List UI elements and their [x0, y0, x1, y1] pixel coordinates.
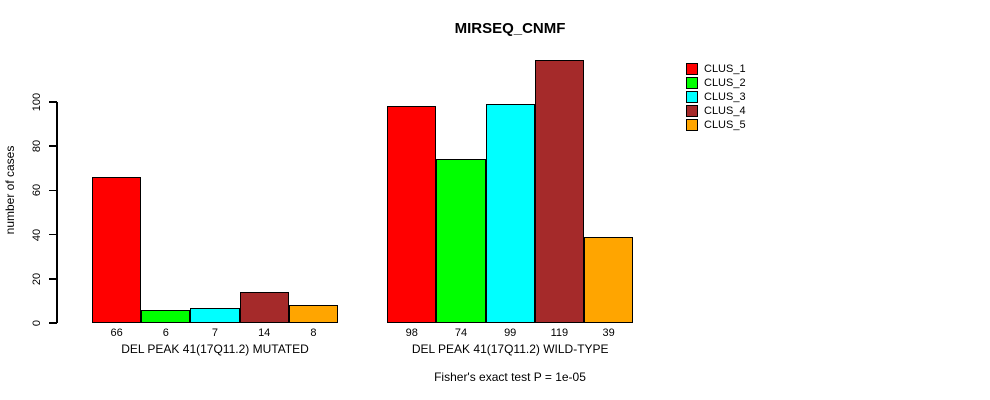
bar	[239, 292, 289, 323]
y-axis-label: number of cases	[3, 145, 17, 235]
bar	[190, 307, 240, 323]
bar	[534, 60, 584, 323]
legend-item: CLUS_1	[686, 63, 746, 75]
bar-value-label: 39	[602, 327, 615, 339]
legend-label: CLUS_5	[704, 119, 746, 131]
legend-label: CLUS_4	[704, 105, 746, 117]
legend-item: CLUS_3	[686, 91, 746, 103]
group-label: DEL PEAK 41(17Q11.2) WILD-TYPE	[411, 342, 609, 356]
legend-label: CLUS_2	[704, 77, 746, 89]
bar-value-label: 74	[454, 327, 468, 339]
bar-value-label: 7	[211, 327, 219, 339]
legend-label: CLUS_1	[704, 63, 746, 75]
y-tick	[49, 278, 57, 280]
legend-swatch	[686, 63, 698, 75]
y-tick-label: 60	[31, 184, 43, 197]
bar-value-label: 6	[162, 327, 169, 339]
y-tick-label: 40	[31, 228, 43, 241]
y-tick	[49, 101, 57, 103]
group-label: DEL PEAK 41(17Q11.2) MUTATED	[121, 342, 309, 356]
y-tick	[49, 145, 57, 147]
bar-value-label: 8	[310, 327, 317, 339]
legend-swatch	[686, 119, 698, 131]
bar	[288, 305, 338, 323]
legend-label: CLUS_3	[704, 91, 746, 103]
bar-value-label: 66	[110, 327, 123, 339]
bar-value-label: 99	[504, 327, 517, 339]
y-tick	[49, 189, 57, 192]
y-tick-label: 100	[31, 92, 43, 112]
legend-swatch	[686, 105, 698, 117]
y-tick-label: 80	[31, 140, 43, 153]
legend-item: CLUS_2	[686, 77, 746, 89]
bar-value-label: 119	[550, 327, 569, 339]
y-tick	[49, 233, 57, 236]
bar	[387, 106, 437, 323]
y-axis-line	[56, 102, 58, 323]
y-tick	[49, 322, 57, 324]
legend-item: CLUS_4	[686, 105, 746, 117]
legend-item: CLUS_5	[686, 119, 746, 131]
bar	[485, 104, 535, 323]
bar	[584, 236, 634, 323]
y-tick-label: 0	[31, 319, 43, 327]
chart-title: MIRSEQ_CNMF	[454, 20, 566, 37]
legend-swatch	[686, 77, 698, 89]
bar-value-label: 98	[405, 327, 418, 339]
bar-value-label: 14	[258, 327, 271, 339]
bar	[141, 309, 191, 323]
y-tick-label: 20	[31, 272, 43, 285]
bar	[436, 159, 486, 323]
fisher-test-annotation: Fisher's exact test P = 1e-05	[434, 370, 586, 384]
bar	[92, 177, 142, 323]
legend-swatch	[686, 91, 698, 103]
